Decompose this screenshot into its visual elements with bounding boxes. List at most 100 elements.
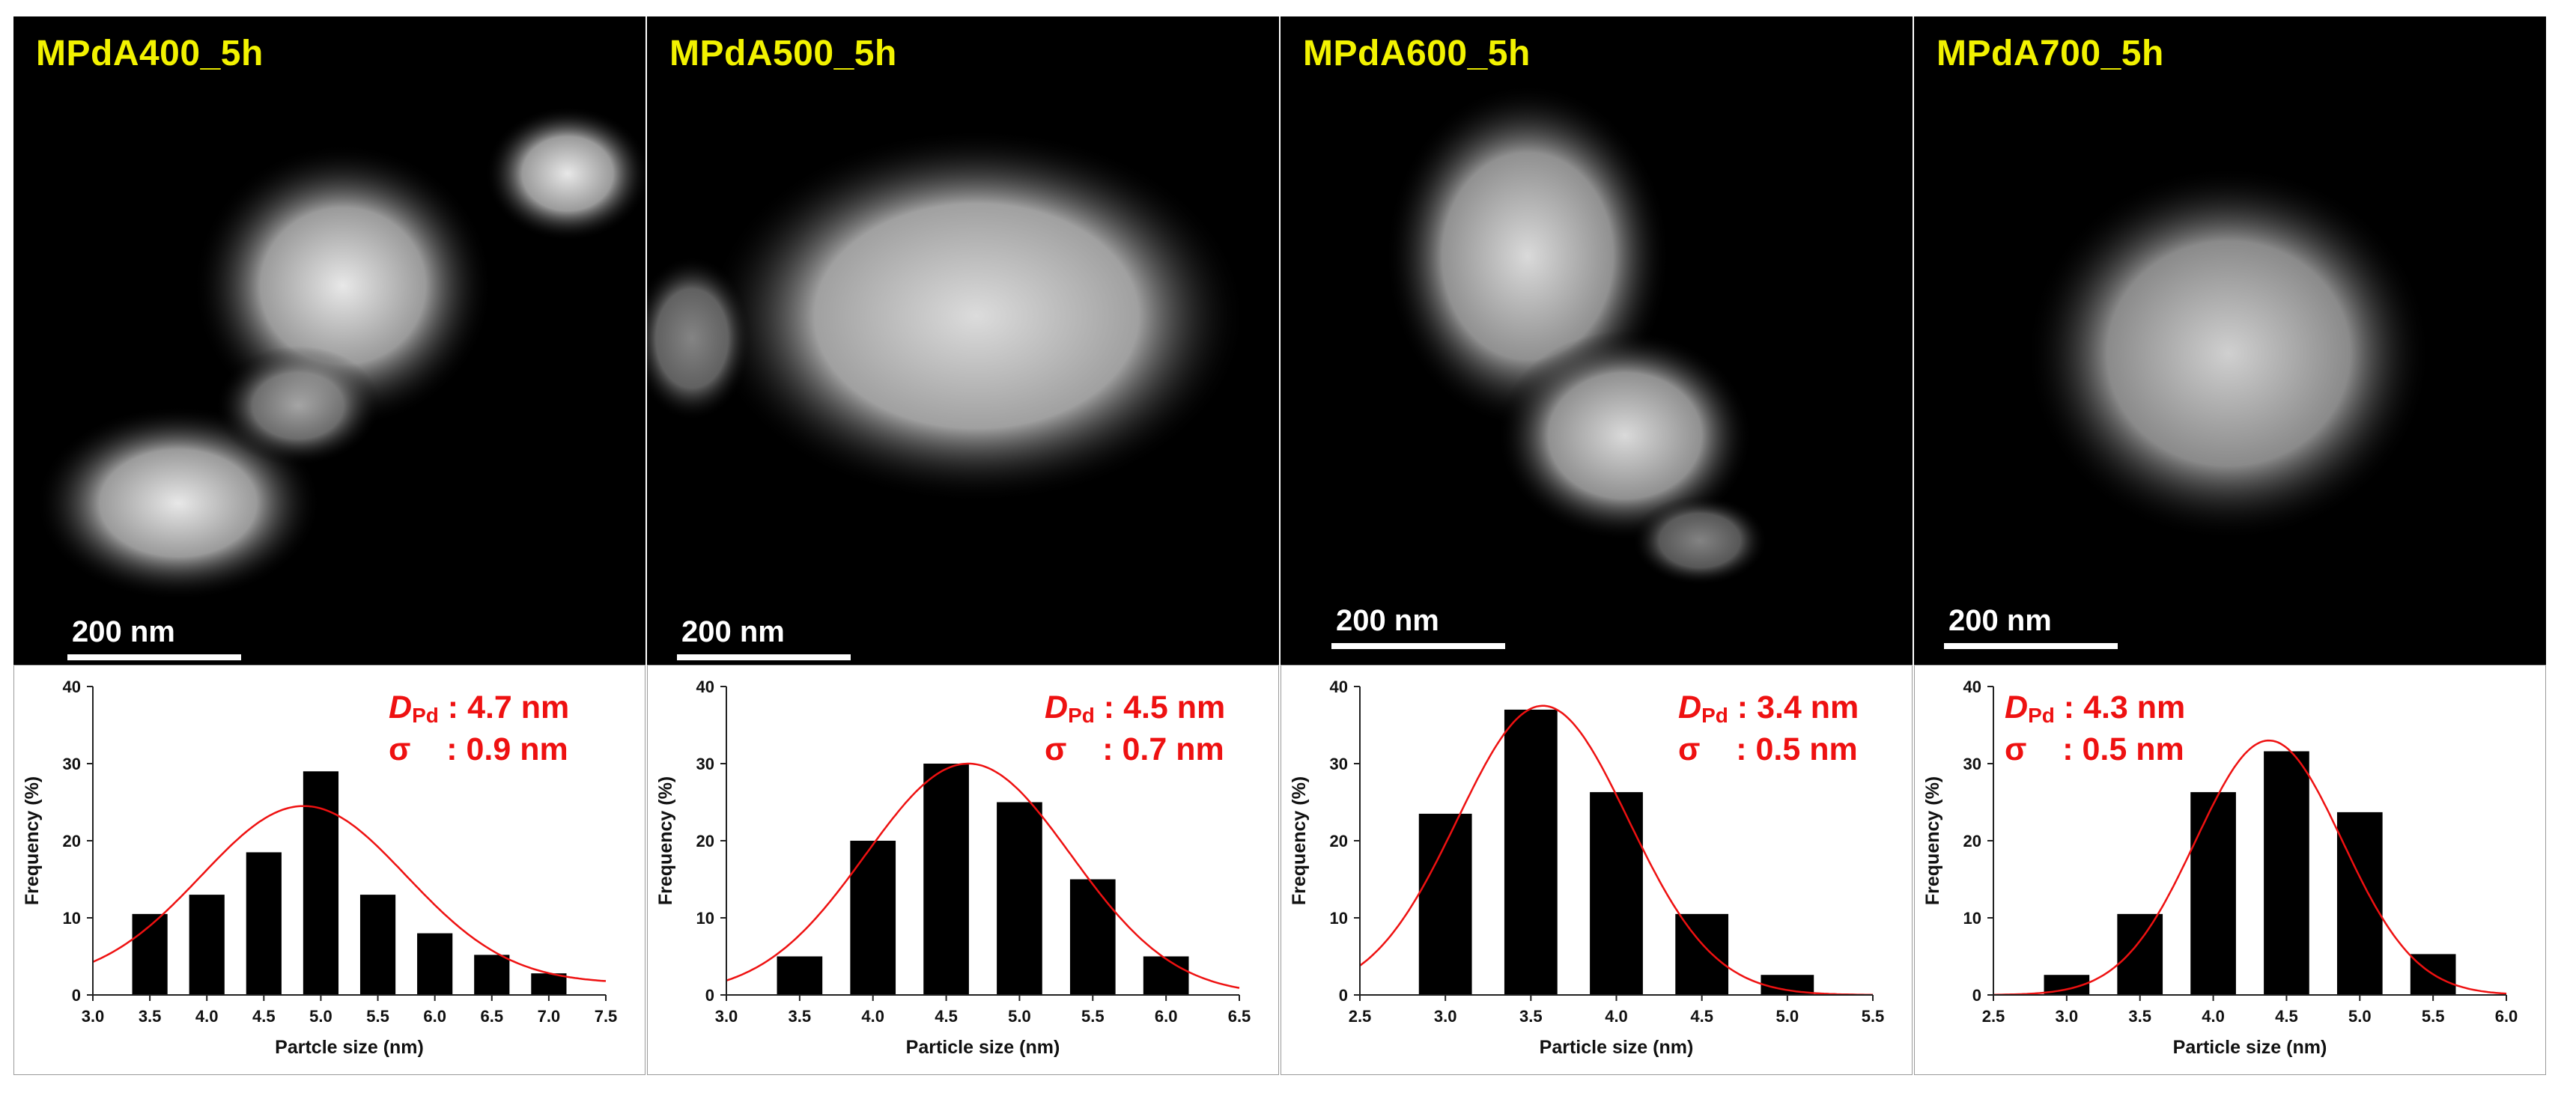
histogram-bar xyxy=(474,955,510,995)
scale-bar-line xyxy=(67,654,241,660)
scale-bar-line xyxy=(1331,643,1505,649)
histogram-bar xyxy=(1143,956,1189,995)
mean-size-annotation: DPd : 4.7 nm xyxy=(389,690,570,727)
sigma-annotation: σ : 0.5 nm xyxy=(1678,731,1858,768)
histogram-bar xyxy=(2336,812,2383,995)
x-tick-label: 5.0 xyxy=(1776,1007,1799,1026)
histogram-bar xyxy=(1675,913,1729,995)
histogram-bar xyxy=(2190,792,2236,995)
tem-micrograph-2 xyxy=(1385,84,1767,585)
gaussian-fit-curve xyxy=(726,762,1240,989)
y-axis-title: Frequency (%) xyxy=(22,776,43,905)
histogram-bar xyxy=(1418,813,1472,995)
scale-bar-label: 200 nm xyxy=(1336,604,1439,637)
d-subscript: Pd xyxy=(1068,704,1095,727)
x-axis-title: Particle size (nm) xyxy=(1540,1037,1694,1058)
histogram-bar xyxy=(246,852,282,995)
histogram-chart-0: 3.0 3.5 4.0 4.5 5.0 5.5 6.0 6.5 7.0 7.5 0 10 20 30 40 P… xyxy=(22,678,618,1058)
d-value: : 3.4 nm xyxy=(1737,690,1859,725)
y-tick-label: 30 xyxy=(63,755,81,773)
histogram-bar xyxy=(923,764,969,995)
x-tick-label: 7.5 xyxy=(595,1007,618,1026)
x-tick-label: 2.5 xyxy=(1982,1007,2005,1026)
x-tick-label: 3.5 xyxy=(2128,1007,2151,1026)
panel-2: MPdA600_5h 200 nm 2.5 3.0 3.5 4.0 4.5 5.0 5.5 0… xyxy=(1281,16,1913,1075)
y-tick-label: 10 xyxy=(696,909,714,928)
x-tick-label: 5.5 xyxy=(1081,1007,1105,1026)
panel-label: MPdA700_5h xyxy=(1936,34,2164,73)
x-tick-label: 4.5 xyxy=(2275,1007,2298,1026)
x-tick-label: 5.5 xyxy=(1862,1007,1885,1026)
x-tick-label: 6.0 xyxy=(1155,1007,1178,1026)
panel-1: MPdA500_5h 200 nm 3.0 3.5 4.0 4.5 5.0 5.5 6.0 6… xyxy=(647,16,1279,1075)
d-value: : 4.3 nm xyxy=(2063,690,2186,725)
x-tick-label: 5.0 xyxy=(1008,1007,1031,1026)
scale-bar-line xyxy=(1944,643,2118,649)
panel-label: MPdA500_5h xyxy=(669,34,897,73)
x-tick-label: 4.0 xyxy=(861,1007,884,1026)
d-subscript: Pd xyxy=(1701,704,1728,727)
histogram-chart-2: 2.5 3.0 3.5 4.0 4.5 5.0 5.5 0 10 20 30 40 Particle s… xyxy=(1289,678,1885,1058)
x-tick-label: 7.0 xyxy=(538,1007,561,1026)
y-tick-label: 30 xyxy=(1330,755,1348,773)
panel-3: MPdA700_5h 200 nm 2.5 3.0 3.5 4.0 4.5 5.0 5.5 6… xyxy=(1914,16,2546,1075)
x-tick-label: 3.0 xyxy=(1434,1007,1457,1026)
y-tick-label: 40 xyxy=(1963,678,1981,696)
y-tick-label: 30 xyxy=(1963,755,1981,773)
x-tick-label: 4.0 xyxy=(2202,1007,2225,1026)
scale-bar: 200 nm xyxy=(1331,604,1556,655)
y-tick-label: 40 xyxy=(696,678,714,696)
mean-size-annotation: DPd : 3.4 nm xyxy=(1678,690,1859,727)
scale-bar: 200 nm xyxy=(1944,604,2169,655)
y-tick-label: 0 xyxy=(705,986,714,1005)
y-tick-label: 20 xyxy=(1963,832,1981,850)
x-tick-label: 4.0 xyxy=(1605,1007,1628,1026)
scale-bar: 200 nm xyxy=(677,615,902,665)
histogram-bar xyxy=(1590,792,1643,995)
histogram-bar xyxy=(1504,709,1558,995)
d-symbol: D xyxy=(1045,690,1069,725)
histogram-bar xyxy=(1069,879,1116,995)
x-tick-label: 5.0 xyxy=(2348,1007,2372,1026)
d-value: : 4.7 nm xyxy=(447,690,570,725)
y-axis-title: Frequency (%) xyxy=(1922,776,1943,905)
y-tick-label: 10 xyxy=(63,909,81,928)
x-tick-label: 4.5 xyxy=(935,1007,958,1026)
tem-image-1: MPdA500_5h 200 nm xyxy=(647,16,1279,665)
d-symbol: D xyxy=(2005,690,2029,725)
y-tick-label: 20 xyxy=(63,832,81,850)
scale-bar-label: 200 nm xyxy=(681,615,785,648)
x-tick-label: 3.5 xyxy=(789,1007,812,1026)
x-tick-label: 6.5 xyxy=(480,1007,503,1026)
sigma-value: : 0.5 nm xyxy=(2062,731,2184,767)
x-tick-label: 6.5 xyxy=(1228,1007,1251,1026)
y-tick-label: 0 xyxy=(72,986,81,1005)
histogram-box-0: 3.0 3.5 4.0 4.5 5.0 5.5 6.0 6.5 7.0 7.5 0 10 20 30 40 P… xyxy=(13,665,645,1075)
x-tick-label: 3.0 xyxy=(715,1007,738,1026)
x-tick-label: 3.0 xyxy=(2056,1007,2079,1026)
tem-image-0: MPdA400_5h 200 nm xyxy=(13,16,645,665)
x-tick-label: 6.0 xyxy=(2495,1007,2518,1026)
y-tick-label: 20 xyxy=(696,832,714,850)
x-tick-label: 2.5 xyxy=(1349,1007,1372,1026)
sigma-symbol: σ xyxy=(389,731,411,767)
sigma-value: : 0.5 nm xyxy=(1736,731,1858,767)
gaussian-fit-curve xyxy=(92,805,607,982)
x-tick-label: 4.5 xyxy=(1690,1007,1713,1026)
x-tick-label: 3.5 xyxy=(1519,1007,1543,1026)
sigma-symbol: σ xyxy=(1678,731,1701,767)
x-axis-title: Partcle size (nm) xyxy=(275,1037,424,1058)
d-subscript: Pd xyxy=(412,704,439,727)
histogram-box-1: 3.0 3.5 4.0 4.5 5.0 5.5 6.0 6.5 0 10 20 30 40 Particl… xyxy=(647,665,1279,1075)
tem-image-2: MPdA600_5h 200 nm xyxy=(1281,16,1913,665)
tem-image-3: MPdA700_5h 200 nm xyxy=(1914,16,2546,665)
x-tick-label: 5.0 xyxy=(309,1007,332,1026)
y-axis-title: Frequency (%) xyxy=(1289,776,1310,905)
y-tick-label: 0 xyxy=(1339,986,1348,1005)
gaussian-fit-curve xyxy=(1359,704,1874,996)
sigma-symbol: σ xyxy=(2005,731,2027,767)
y-tick-label: 40 xyxy=(63,678,81,696)
sigma-annotation: σ : 0.7 nm xyxy=(1045,731,1224,768)
sigma-value: : 0.7 nm xyxy=(1102,731,1224,767)
histogram-chart-1: 3.0 3.5 4.0 4.5 5.0 5.5 6.0 6.5 0 10 20 30 40 Particl… xyxy=(655,678,1251,1058)
